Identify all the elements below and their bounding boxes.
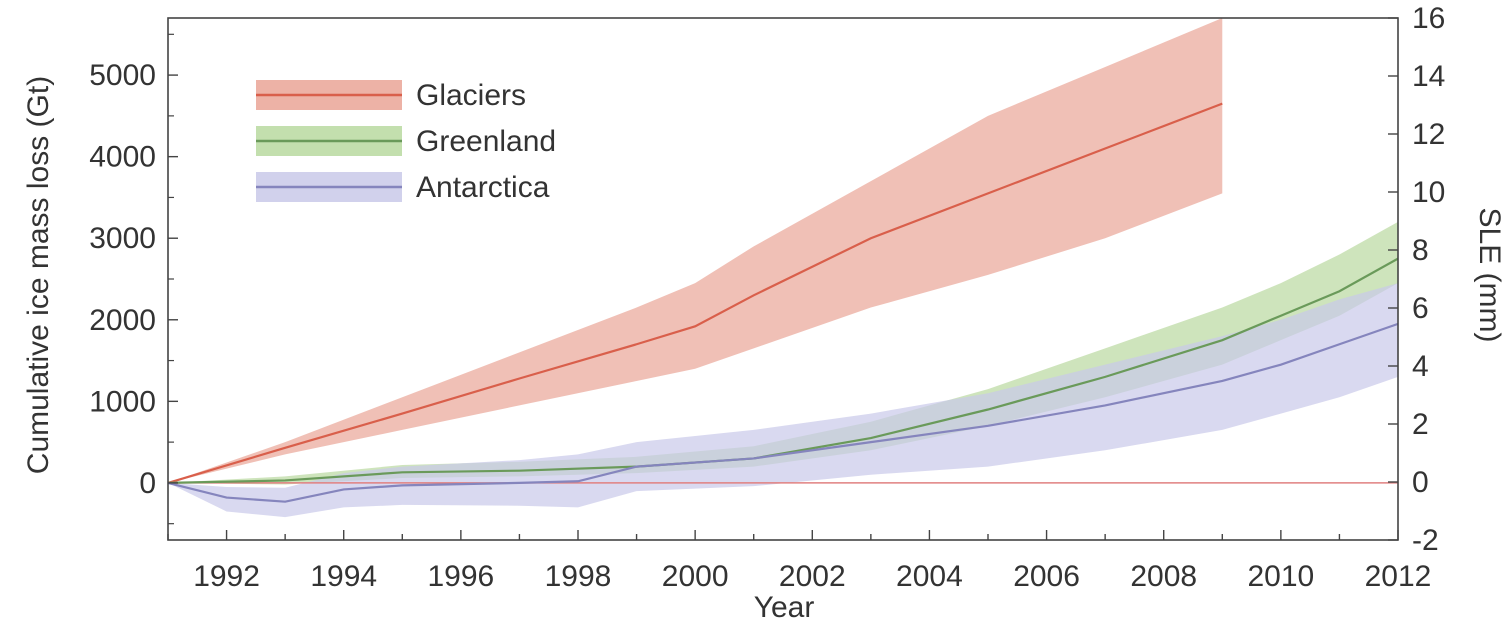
legend-label-greenland: Greenland: [416, 125, 556, 158]
y-tick-label: 4000: [89, 141, 156, 174]
y2-axis-title: SLE (mm): [1473, 208, 1506, 343]
y2-tick-label: 16: [1412, 2, 1445, 35]
x-tick-label: 1994: [310, 560, 377, 593]
x-tick-label: 2000: [662, 560, 729, 593]
y2-tick-label: 14: [1412, 60, 1445, 93]
x-tick-label: 1996: [427, 560, 494, 593]
x-tick-label: 2004: [896, 560, 963, 593]
y2-axis-ticks: -2 0 2 4 6 8 10 12 14 16: [1388, 2, 1445, 557]
line-greenland: [167, 257, 1399, 485]
y2-tick-label: 8: [1412, 234, 1429, 267]
x-tick-label: 1998: [545, 560, 612, 593]
mean-lines: [167, 102, 1399, 503]
x-tick-label: 2002: [779, 560, 846, 593]
x-tick-label: 2012: [1365, 560, 1432, 593]
line-glaciers: [167, 102, 1223, 484]
y2-tick-label: 0: [1412, 466, 1429, 499]
band-greenland: [168, 221, 1398, 485]
y-tick-label: 3000: [89, 222, 156, 255]
y2-tick-label: 12: [1412, 118, 1445, 151]
y2-tick-label: 4: [1412, 350, 1429, 383]
y-axis-title: Cumulative ice mass loss (Gt): [22, 76, 55, 474]
y-tick-label: 2000: [89, 304, 156, 337]
legend-label-antarctica: Antarctica: [416, 171, 550, 204]
line-antarctica: [167, 322, 1399, 503]
x-tick-label: 2008: [1130, 560, 1197, 593]
legend: Glaciers Greenland Antarctica: [256, 79, 556, 204]
y-axis-ticks: 0 1000 2000 3000 4000 5000: [89, 33, 178, 525]
x-tick-label: 1992: [193, 560, 260, 593]
x-axis-title: Year: [754, 591, 815, 624]
y-tick-label: 0: [139, 467, 156, 500]
y-tick-label: 1000: [89, 385, 156, 418]
y2-tick-label: 10: [1412, 176, 1445, 209]
x-tick-label: 2010: [1247, 560, 1314, 593]
uncertainty-bands: [168, 18, 1398, 518]
x-axis-ticks: 1992 1994 1996 1998 2000 2002 2004 2006 2008 2010…: [167, 530, 1432, 593]
band-glaciers: [168, 18, 1223, 483]
legend-label-glaciers: Glaciers: [416, 79, 526, 112]
y2-tick-label: 2: [1412, 408, 1429, 441]
y-tick-label: 5000: [89, 59, 156, 92]
x-tick-label: 2006: [1013, 560, 1080, 593]
band-antarctica: [168, 283, 1398, 518]
y2-tick-label: 6: [1412, 292, 1429, 325]
y2-tick-label: -2: [1412, 524, 1439, 557]
